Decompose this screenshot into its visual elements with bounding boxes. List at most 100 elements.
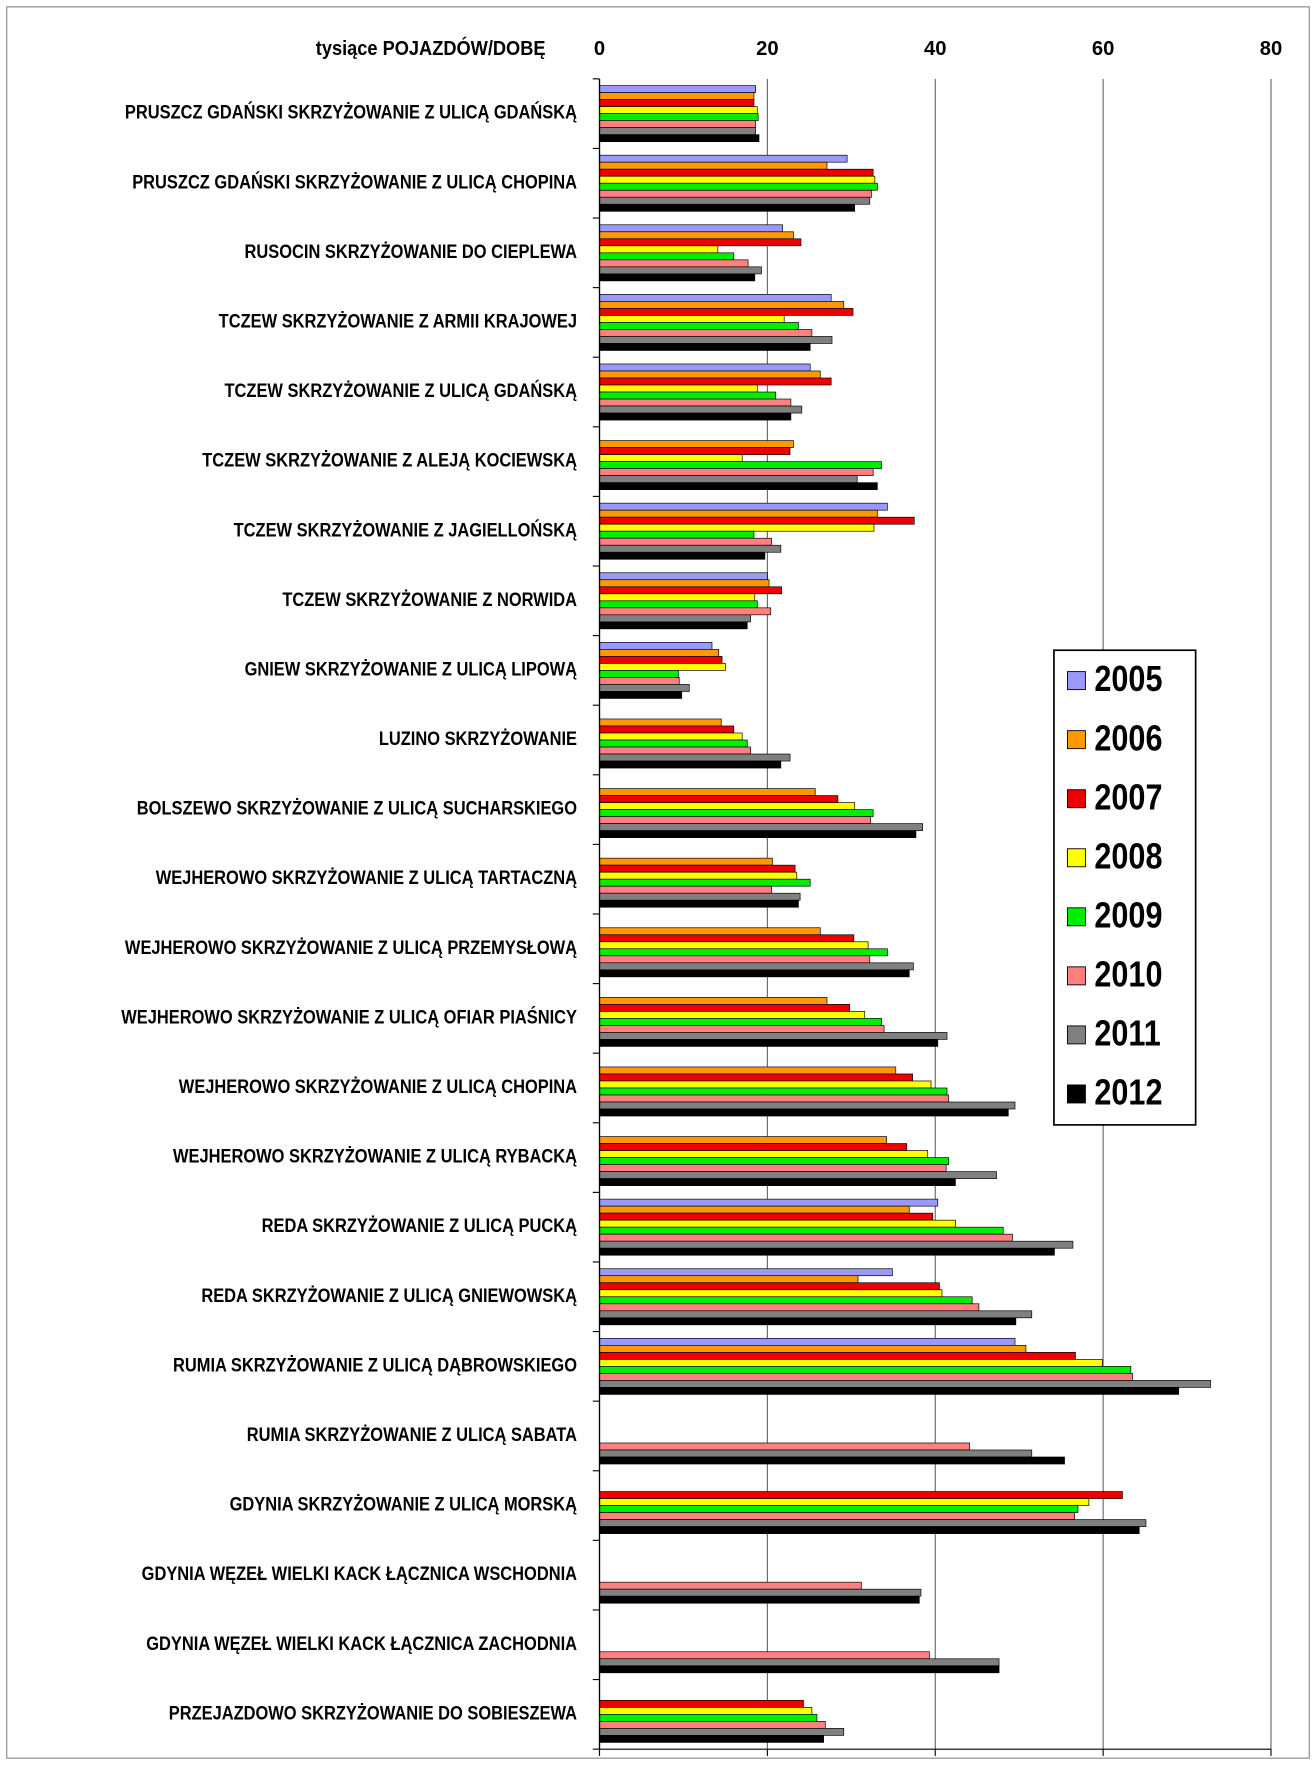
bar: [599, 530, 755, 539]
bar: [599, 816, 871, 824]
bar: [599, 377, 832, 386]
x-tick-label: 20: [756, 38, 779, 60]
bar: [599, 1442, 971, 1451]
bar: [599, 871, 798, 880]
bar: [599, 189, 872, 198]
bar: [599, 1011, 866, 1019]
bar: [599, 273, 756, 282]
bar: [599, 294, 832, 302]
y-tick-label: PRZEJAZDOWO SKRZYŻOWANIE DO SOBIESZEWA: [169, 1702, 577, 1723]
bar: [599, 830, 917, 838]
bar: [599, 461, 882, 469]
bar: [599, 99, 755, 107]
bar: [599, 579, 770, 588]
bar: [599, 1289, 943, 1298]
bar: [599, 1658, 1000, 1667]
y-tick-label: TCZEW SKRZYŻOWANIE Z ULICĄ GDAŃSKĄ: [224, 379, 577, 402]
bar: [599, 196, 871, 205]
bar: [599, 1721, 826, 1729]
bar: [599, 1108, 1009, 1117]
bar: [599, 1143, 908, 1151]
y-tick-label: WEJHEROWO SKRZYŻOWANIE Z ULICĄ PRZEMYSŁO…: [125, 937, 577, 958]
bar: [599, 1373, 1133, 1381]
y-tick-label: PRUSZCZ GDAŃSKI SKRZYŻOWANIE Z ULICĄ GDA…: [125, 100, 577, 123]
y-tick-label: GDYNIA WĘZEŁ WIELKI KACK ŁĄCZNICA ZACHOD…: [146, 1633, 577, 1654]
bar: [599, 203, 856, 212]
legend-swatch: [1066, 848, 1086, 868]
bar: [599, 927, 821, 936]
x-tick-label: 60: [1092, 38, 1115, 60]
bar: [599, 336, 833, 344]
bar: [599, 175, 876, 184]
bar: [599, 154, 848, 163]
bar: [599, 892, 801, 901]
bar: [599, 363, 811, 372]
bar: [599, 551, 766, 560]
y-tick-label: BOLSZEWO SKRZYŻOWANIE Z ULICĄ SUCHARSKIE…: [137, 797, 577, 818]
bar: [599, 962, 914, 971]
bar: [599, 732, 743, 741]
bar: [599, 322, 799, 330]
bar: [599, 245, 719, 254]
bar: [599, 1317, 1017, 1326]
bar: [599, 1665, 1000, 1674]
bar: [599, 572, 768, 581]
x-tick-label: 80: [1260, 38, 1283, 60]
bar: [599, 370, 821, 379]
bar: [599, 1310, 1033, 1319]
y-tick-label: GDYNIA WĘZEŁ WIELKI KACK ŁĄCZNICA WSCHOD…: [142, 1563, 577, 1584]
bar: [599, 753, 791, 762]
bar: [599, 1296, 973, 1305]
bar: [599, 1018, 882, 1026]
bar: [599, 1588, 922, 1597]
bar: [599, 1268, 893, 1277]
bar: [599, 656, 723, 664]
y-tick-label: GNIEW SKRZYŻOWANIE Z ULICĄ LIPOWĄ: [245, 658, 578, 679]
bar: [599, 447, 791, 455]
bar: [599, 670, 679, 678]
bar: [599, 684, 690, 692]
bar: [599, 1337, 1016, 1346]
bar: [599, 649, 720, 657]
bar: [599, 1651, 930, 1660]
bar: [599, 1025, 885, 1033]
bar: [599, 934, 855, 943]
bar: [599, 1714, 818, 1722]
bar: [599, 795, 839, 803]
bar: [599, 1226, 1004, 1235]
bar: [599, 955, 871, 964]
bar: [599, 537, 772, 546]
bar: [599, 1164, 947, 1172]
bar: [599, 168, 874, 177]
y-tick-label: RUSOCIN SKRZYŻOWANIE DO CIEPLEWA: [245, 241, 578, 262]
y-tick-label: TCZEW SKRZYŻOWANIE Z ALEJĄ KOCIEWSKĄ: [202, 450, 577, 471]
bar: [599, 329, 813, 337]
bar: [599, 1039, 939, 1047]
bar: [599, 1456, 1065, 1465]
bar: [599, 1505, 1079, 1513]
legend-label: 2012: [1094, 1073, 1162, 1113]
bar: [599, 1519, 1147, 1527]
bar: [599, 106, 758, 114]
bar: [599, 1359, 1103, 1367]
bar: [599, 315, 785, 323]
bar: [599, 502, 888, 511]
bar: [599, 224, 783, 233]
legend-label: 2009: [1094, 896, 1162, 936]
bar: [599, 1449, 1033, 1458]
bar: [599, 1205, 910, 1214]
bar: [599, 663, 726, 671]
bar: [599, 969, 910, 978]
bar: [599, 509, 878, 518]
bar: [599, 1344, 1027, 1353]
bar: [599, 1491, 1123, 1499]
bar: [599, 677, 680, 685]
y-tick-label: WEJHEROWO SKRZYŻOWANIE Z ULICĄ CHOPINA: [179, 1076, 577, 1097]
bar: [599, 1157, 950, 1165]
bar: [599, 1171, 997, 1179]
bar: [599, 92, 755, 100]
bar: [599, 788, 816, 796]
bar: [599, 809, 874, 817]
bar: [599, 1247, 1055, 1256]
bar: [599, 182, 878, 191]
